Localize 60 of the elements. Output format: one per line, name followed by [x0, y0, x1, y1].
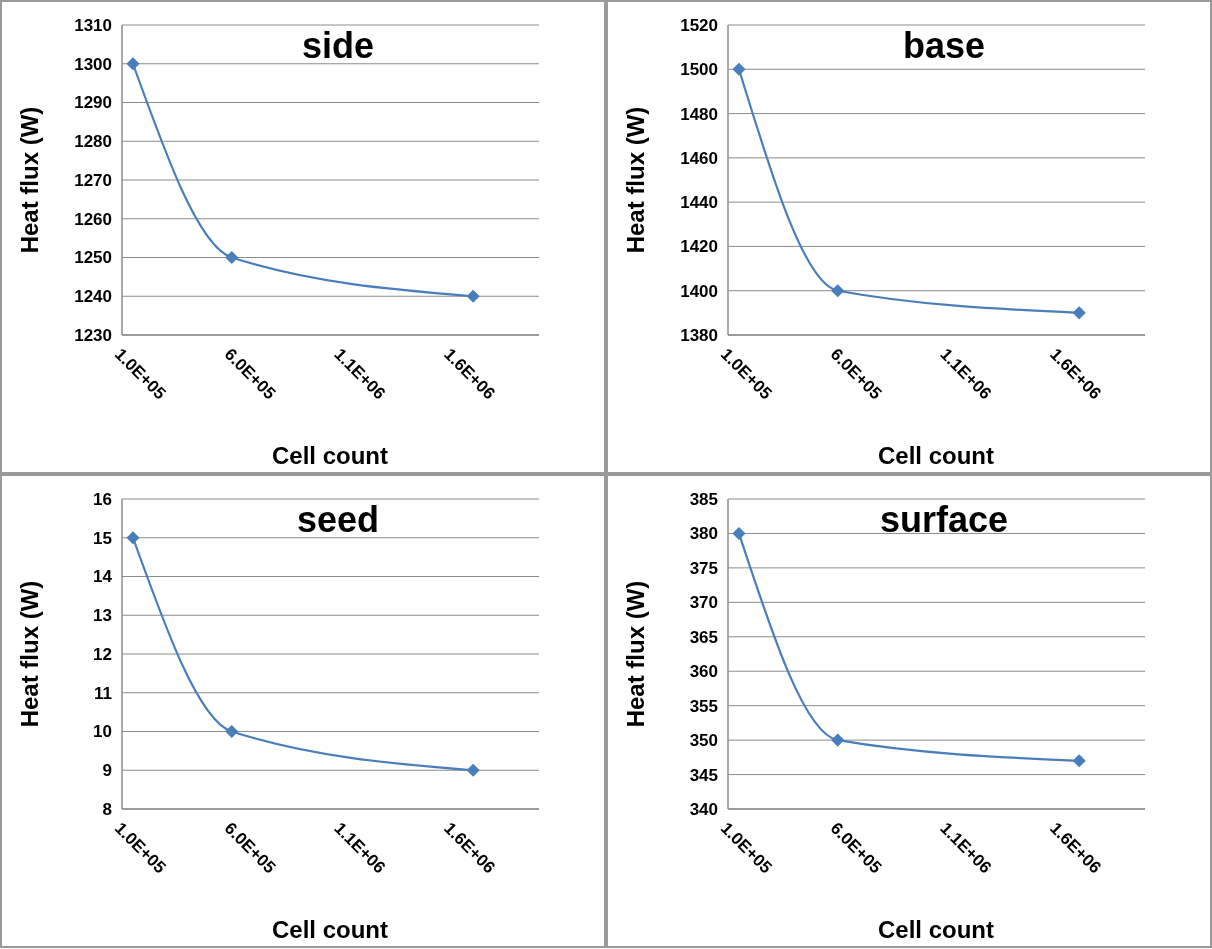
y-axis-title: Heat flux (W): [622, 106, 649, 254]
point: [466, 763, 480, 777]
y-tick-label: 355: [689, 696, 718, 716]
y-tick-label: 345: [689, 765, 718, 785]
point: [1072, 754, 1086, 768]
y-tick-label: 1310: [74, 15, 112, 35]
y-tick-label: 375: [689, 558, 718, 578]
y-tick-label: 14: [93, 567, 113, 587]
chart-title: side: [301, 25, 375, 66]
y-tick-label: 1460: [680, 148, 718, 168]
y-tick-label: 1230: [74, 325, 112, 345]
y-tick-label: 1280: [74, 132, 112, 152]
y-tick-label: 16: [93, 489, 112, 509]
point: [126, 531, 140, 545]
y-tick-label: 1480: [680, 104, 718, 124]
y-tick-label: 380: [689, 524, 718, 544]
y-tick-label: 15: [93, 528, 112, 548]
y-axis-title: Heat flux (W): [622, 580, 649, 728]
y-tick-label: 1290: [74, 93, 112, 113]
y-tick-label: 1300: [74, 54, 112, 74]
x-axis-title: Cell count: [877, 916, 995, 943]
x-axis-title: Cell count: [271, 442, 389, 469]
point: [831, 284, 845, 298]
x-axis-title: Cell count: [271, 916, 389, 943]
point: [126, 57, 140, 71]
y-tick-label: 1240: [74, 287, 112, 307]
y-tick-label: 12: [93, 644, 112, 664]
y-tick-label: 1500: [680, 60, 718, 80]
y-tick-label: 13: [93, 606, 112, 626]
y-tick-label: 370: [689, 593, 718, 613]
y-axis-title: Heat flux (W): [16, 580, 43, 728]
y-tick-label: 360: [689, 662, 718, 682]
chart-title: seed: [296, 499, 380, 540]
y-tick-label: 8: [102, 799, 112, 819]
y-tick-label: 1380: [680, 325, 718, 345]
y-tick-label: 340: [689, 799, 718, 819]
point: [225, 250, 239, 265]
point: [732, 526, 746, 541]
y-tick-label: 1420: [680, 237, 718, 257]
y-tick-label: 1260: [74, 209, 112, 229]
chart-title: surface: [879, 499, 1009, 540]
point: [732, 62, 746, 76]
point: [225, 724, 239, 739]
y-axis-title: Heat flux (W): [16, 106, 43, 254]
y-tick-label: 350: [689, 731, 718, 751]
y-tick-label: 10: [93, 722, 112, 742]
point: [466, 289, 480, 303]
x-axis-title: Cell count: [877, 442, 995, 469]
point: [1072, 306, 1086, 320]
y-tick-label: 1520: [680, 15, 718, 35]
y-tick-label: 1250: [74, 248, 112, 268]
y-tick-label: 1400: [680, 281, 718, 301]
point: [831, 733, 845, 747]
y-tick-label: 365: [689, 627, 718, 647]
y-tick-label: 9: [102, 761, 112, 781]
y-tick-label: 1270: [74, 170, 112, 190]
y-tick-label: 385: [689, 489, 718, 509]
y-tick-label: 11: [94, 683, 112, 703]
y-tick-label: 1440: [680, 193, 718, 213]
chart-title: base: [902, 25, 986, 66]
